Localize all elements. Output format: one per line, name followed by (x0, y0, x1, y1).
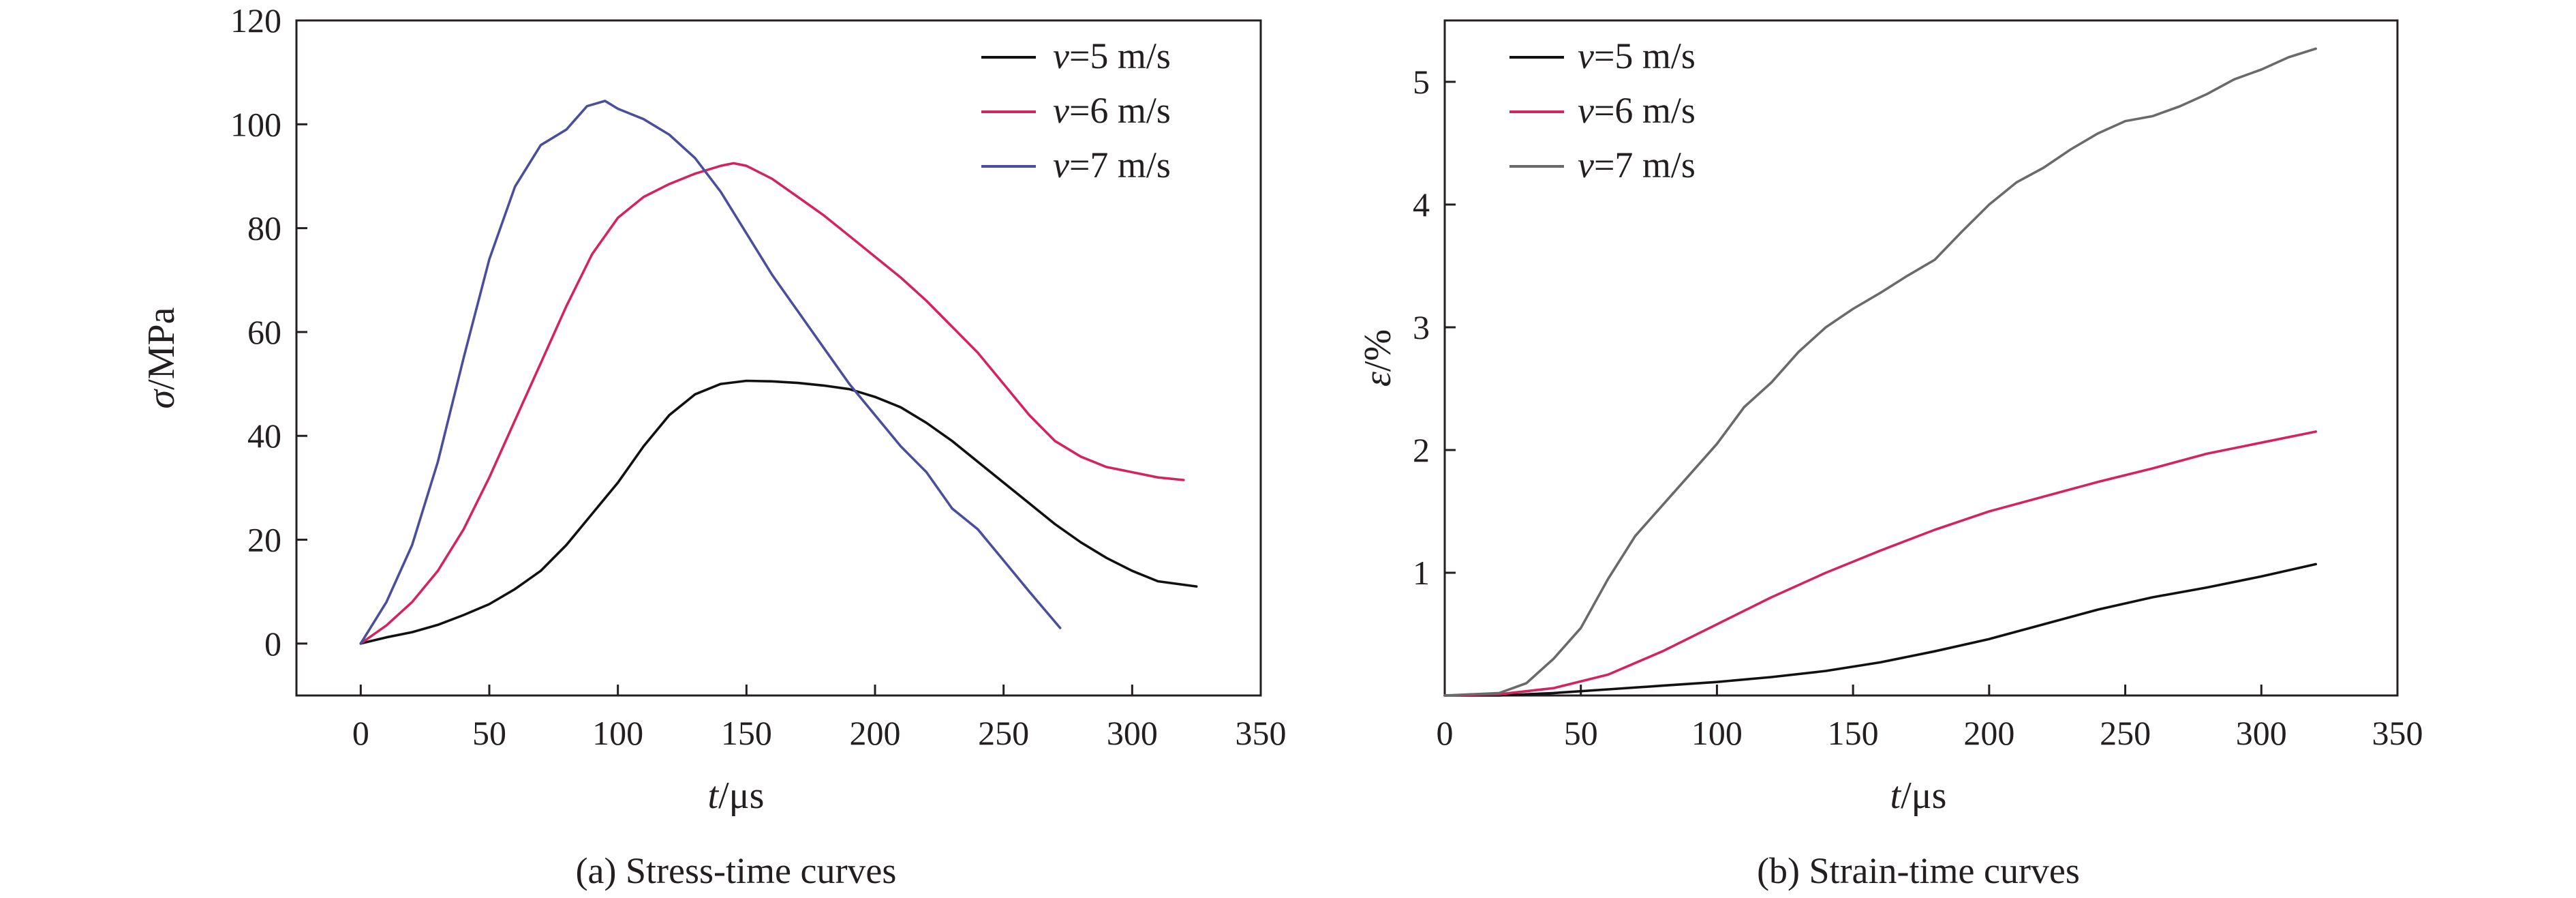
b-series-line-3 (1443, 47, 2317, 697)
a-legend-label-2: v=6 m/s (1053, 90, 1171, 131)
a-x-tick-label: 150 (721, 714, 772, 752)
a-x-tick-label: 300 (1107, 714, 1158, 752)
b-x-tick-label: 150 (1828, 714, 1879, 752)
a-plot-frame (295, 19, 1262, 697)
b-x-tick-label: 100 (1691, 714, 1743, 752)
b-x-tick-label: 0 (1437, 714, 1454, 752)
b-x-tick-label: 200 (1963, 714, 2014, 752)
a-series-line-2 (359, 162, 1185, 645)
b-chart-caption: (b) Strain-time curves (1757, 850, 2080, 891)
b-x-tick-label: 250 (2100, 714, 2151, 752)
b-y-tick-label: 1 (1413, 554, 1430, 592)
a-x-axis-label: t/μs (708, 775, 765, 817)
a-y-tick-label: 40 (247, 417, 281, 455)
a-y-axis-label: σ/MPa (140, 307, 183, 408)
b-y-axis-label: ε/% (1357, 329, 1399, 387)
a-legend-label-3: v=7 m/s (1053, 145, 1171, 185)
a-legend-label-1: v=5 m/s (1053, 35, 1171, 76)
a-x-tick-label: 0 (352, 714, 369, 752)
a-y-tick-label: 0 (264, 625, 281, 663)
b-x-tick-label: 50 (1564, 714, 1598, 752)
b-plot-frame (1443, 19, 2399, 697)
a-y-tick-label: 120 (230, 1, 281, 40)
a-y-tick-label: 80 (247, 209, 281, 248)
a-series-line-1 (359, 379, 1198, 645)
b-y-tick-label: 4 (1413, 185, 1430, 224)
a-y-tick-label: 60 (247, 313, 281, 351)
stress-time-chart: 0 50 100 150 200 250 300 350 0 20 40 60 80 100 120 v=5 … (140, 1, 1287, 891)
strain-time-chart: 0 50 100 150 200 250 300 350 1 2 3 4 5 v=5 m/s v=6 m/s… (1357, 19, 2423, 891)
a-x-tick-label: 50 (472, 714, 506, 752)
a-chart-caption: (a) Stress-time curves (576, 850, 897, 891)
b-legend-label-2: v=6 m/s (1578, 90, 1696, 131)
b-legend-label-1: v=5 m/s (1578, 35, 1696, 76)
a-x-tick-label: 350 (1236, 714, 1287, 752)
a-x-tick-label: 250 (978, 714, 1029, 752)
a-y-tick-label: 20 (247, 521, 281, 559)
b-x-tick-label: 300 (2236, 714, 2287, 752)
b-x-tick-label: 350 (2372, 714, 2423, 752)
a-y-tick-label: 100 (230, 105, 281, 143)
b-series-line-1 (1443, 563, 2317, 697)
b-legend-label-3: v=7 m/s (1578, 145, 1696, 185)
b-x-axis-label: t/μs (1890, 775, 1947, 817)
b-series-line-2 (1443, 430, 2317, 697)
b-y-tick-label: 3 (1413, 308, 1430, 346)
a-x-tick-label: 100 (592, 714, 643, 752)
a-x-tick-label: 200 (850, 714, 901, 752)
b-y-tick-label: 2 (1413, 431, 1430, 469)
b-y-tick-label: 5 (1413, 63, 1430, 101)
a-series-line-3 (359, 100, 1062, 645)
